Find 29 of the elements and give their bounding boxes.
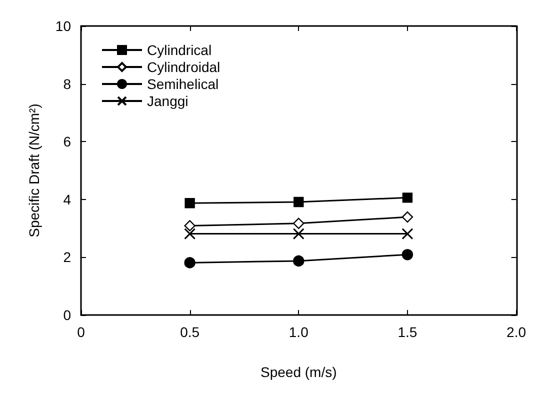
x-tick-label: 1.0 [288, 324, 309, 340]
y-tick-label: 10 [55, 18, 72, 34]
x-tick-label: 1.5 [398, 324, 418, 340]
point [402, 192, 413, 203]
y-tick-label: 8 [63, 76, 72, 92]
point [293, 255, 304, 267]
legend-label: Cylindroidal [147, 59, 220, 75]
y-tick-label: 0 [63, 307, 72, 323]
legend-label: Janggi [147, 93, 188, 109]
point [184, 220, 196, 232]
point [293, 218, 304, 229]
point [402, 211, 414, 223]
y-tick-label: 6 [63, 134, 72, 150]
x-tick-label: 2.0 [506, 324, 526, 340]
point [402, 228, 414, 240]
point [184, 198, 195, 208]
point [402, 249, 414, 260]
point [292, 228, 304, 240]
legend-label: Semihelical [147, 76, 219, 92]
x-tick-label: 0 [77, 324, 86, 340]
x-axis-title: Speed (m/s) [260, 364, 337, 380]
point [294, 196, 304, 208]
y-axis-title: Specific Draft (N/cm²) [26, 104, 42, 238]
point [184, 228, 196, 240]
y-tick-label: 4 [63, 191, 72, 208]
point [184, 257, 196, 268]
legend-label: Cylindrical [147, 42, 212, 58]
x-tick-label: 0.5 [180, 324, 200, 340]
y-tick-label: 2 [63, 249, 72, 266]
